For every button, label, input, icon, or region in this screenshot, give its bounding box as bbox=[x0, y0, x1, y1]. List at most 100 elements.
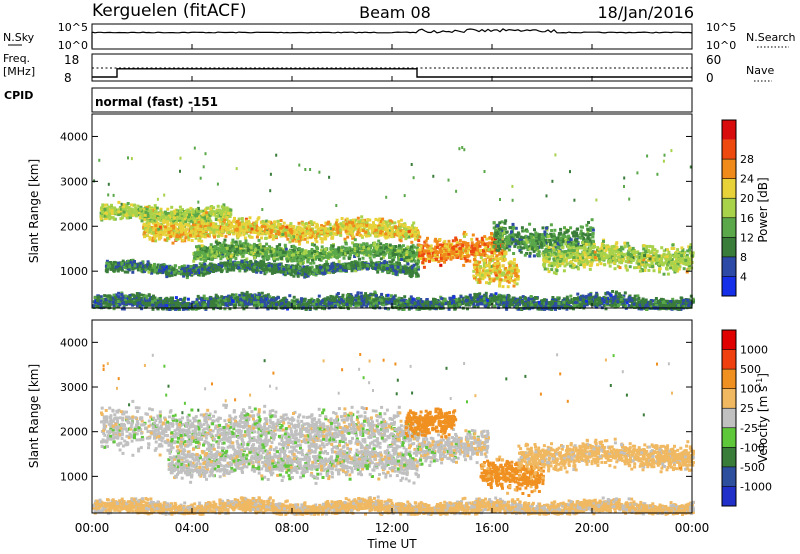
heatmap-cell bbox=[357, 217, 360, 220]
heatmap-cell bbox=[389, 222, 392, 225]
heatmap-cell bbox=[101, 214, 104, 217]
heatmap-cell bbox=[222, 210, 225, 213]
heatmap-cell bbox=[299, 227, 302, 230]
heatmap-cell bbox=[339, 234, 342, 237]
heatmap-cell bbox=[103, 208, 106, 211]
cpid-mode-text: normal (fast) -151 bbox=[95, 95, 218, 109]
heatmap-cell bbox=[236, 220, 239, 223]
heatmap-cell bbox=[175, 228, 178, 231]
heatmap-cell bbox=[220, 213, 223, 216]
heatmap-cell bbox=[320, 231, 323, 234]
heatmap-cell bbox=[397, 220, 400, 223]
rti-summary-plot: Kerguelen (fitACF) Beam 08 18/Jan/2016 N… bbox=[0, 0, 800, 554]
heatmap-cell bbox=[127, 202, 130, 205]
heatmap-cell bbox=[257, 233, 260, 236]
heatmap-cell bbox=[360, 215, 363, 218]
heatmap-cell bbox=[184, 236, 187, 239]
heatmap-cell bbox=[345, 223, 348, 226]
heatmap-cell bbox=[150, 215, 153, 218]
heatmap-cell bbox=[241, 217, 244, 220]
heatmap-cell bbox=[165, 212, 168, 215]
heatmap-cell bbox=[315, 223, 318, 226]
nsearch-label: N.Search bbox=[746, 31, 796, 44]
heatmap-cell bbox=[214, 210, 217, 213]
heatmap-cell bbox=[117, 210, 120, 213]
heatmap-cell bbox=[356, 233, 359, 236]
heatmap-cell bbox=[297, 227, 300, 230]
heatmap-cell bbox=[336, 224, 339, 227]
heatmap-cell bbox=[121, 216, 124, 219]
heatmap-cell bbox=[417, 231, 420, 234]
heatmap-cell bbox=[313, 235, 316, 238]
heatmap-cell bbox=[205, 211, 208, 214]
heatmap-cell bbox=[195, 232, 198, 235]
heatmap-cell bbox=[144, 214, 147, 217]
heatmap-cell bbox=[268, 220, 271, 223]
heatmap-cell bbox=[317, 227, 320, 230]
heatmap-cell bbox=[235, 225, 238, 228]
heatmap-cell bbox=[381, 218, 384, 221]
heatmap-cell bbox=[348, 221, 351, 224]
heatmap-cell bbox=[306, 241, 309, 244]
heatmap-cell bbox=[379, 232, 382, 235]
nsearch-tick-bottom: 10^0 bbox=[706, 39, 736, 52]
heatmap-cell bbox=[191, 239, 194, 242]
heatmap-cell bbox=[172, 242, 175, 245]
heatmap-cell bbox=[299, 235, 302, 238]
power-panel: 1000200030004000 Slant Range [km] 481216… bbox=[27, 114, 770, 311]
freq-unit-label: [MHz] bbox=[3, 65, 35, 78]
heatmap-cell bbox=[145, 211, 148, 214]
heatmap-cell bbox=[239, 226, 242, 229]
heatmap-cell bbox=[261, 225, 264, 228]
heatmap-cell bbox=[163, 228, 166, 231]
heatmap-cell bbox=[257, 218, 260, 221]
heatmap-cell bbox=[326, 234, 329, 237]
heatmap-cell bbox=[286, 238, 289, 241]
heatmap-cell bbox=[365, 224, 368, 227]
heatmap-cell bbox=[217, 205, 220, 208]
freq-label: Freq. bbox=[3, 52, 30, 65]
heatmap-cell bbox=[372, 221, 375, 224]
heatmap-cell bbox=[179, 209, 182, 212]
nsky-label: N.Sky bbox=[3, 31, 35, 44]
heatmap-cell bbox=[179, 206, 182, 209]
heatmap-cell bbox=[221, 234, 224, 237]
heatmap-cell bbox=[378, 226, 381, 229]
heatmap-cell bbox=[293, 229, 296, 232]
heatmap-cell bbox=[399, 232, 402, 235]
heatmap-cell bbox=[150, 209, 153, 212]
heatmap-cell bbox=[242, 233, 245, 236]
heatmap-cell bbox=[222, 226, 225, 229]
heatmap-cell bbox=[213, 236, 216, 239]
heatmap-cell bbox=[275, 235, 278, 238]
heatmap-cell bbox=[240, 229, 243, 232]
heatmap-cell bbox=[208, 217, 211, 220]
heatmap-cell bbox=[396, 232, 399, 235]
heatmap-cell bbox=[341, 217, 344, 220]
freq-tick-bottom: 8 bbox=[64, 71, 72, 85]
heatmap-cell bbox=[176, 223, 179, 226]
nave-label: Nave bbox=[746, 64, 774, 77]
heatmap-cell bbox=[414, 238, 417, 241]
heatmap-cell bbox=[261, 232, 264, 235]
heatmap-cell bbox=[229, 209, 232, 212]
heatmap-cell bbox=[314, 231, 317, 234]
heatmap-cell bbox=[405, 228, 408, 231]
heatmap-cell bbox=[228, 215, 231, 218]
heatmap-cell bbox=[256, 236, 259, 239]
heatmap-cell bbox=[283, 222, 286, 225]
heatmap-cell bbox=[215, 218, 218, 221]
heatmap-cell bbox=[109, 216, 112, 219]
heatmap-cell bbox=[100, 207, 103, 210]
heatmap-cell bbox=[157, 217, 160, 220]
heatmap-cell bbox=[233, 217, 236, 220]
heatmap-cell bbox=[384, 232, 387, 235]
heatmap-cell bbox=[321, 241, 324, 244]
heatmap-cell bbox=[277, 220, 280, 223]
heatmap-cell bbox=[197, 239, 200, 242]
heatmap-cell bbox=[200, 240, 203, 243]
heatmap-cell bbox=[202, 222, 205, 225]
heatmap-cell bbox=[375, 229, 378, 232]
nsky-tick-top: 10^5 bbox=[58, 21, 88, 34]
heatmap-cell bbox=[225, 216, 228, 219]
